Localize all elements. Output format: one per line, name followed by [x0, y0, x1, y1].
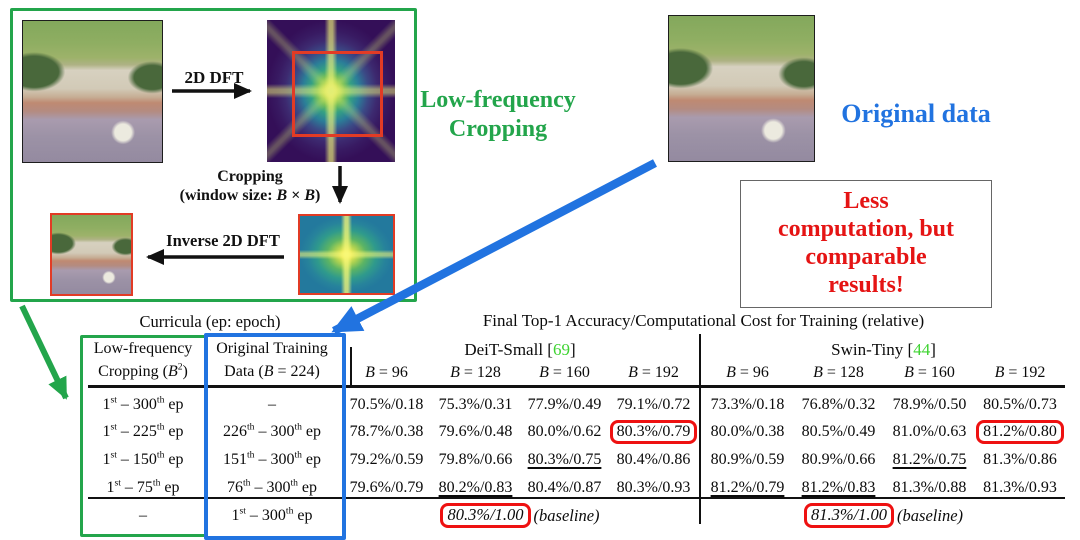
- input-image: [22, 20, 163, 163]
- callout-line1: Less: [843, 188, 889, 214]
- result-cell: 80.4%/0.87: [527, 479, 602, 496]
- table-header-separator: [350, 347, 352, 385]
- result-cell: 75.3%/0.31: [438, 396, 513, 413]
- original-data-label: Original data: [841, 99, 991, 128]
- result-cell: 81.3%/0.93: [983, 479, 1057, 496]
- result-cell: 79.1%/0.72: [616, 396, 691, 413]
- green-flow-arrow: [19, 304, 69, 400]
- result-cell: 78.7%/0.38: [349, 423, 424, 440]
- output-image: [50, 213, 133, 296]
- swin-baseline: 81.3%/1.00 (baseline): [702, 500, 1065, 531]
- result-cell: 81.2%/0.79: [710, 479, 785, 496]
- b-label: B = 128: [813, 364, 864, 381]
- table-row: 1st – 300th ep – 70.5%/0.18 75.3%/0.31 7…: [0, 391, 1080, 418]
- b-label: B = 160: [539, 364, 590, 381]
- result-cell: 77.9%/0.49: [527, 396, 602, 413]
- callout-line4: results!: [828, 272, 904, 298]
- result-cell: 73.3%/0.18: [710, 396, 785, 413]
- table-row: 1st – 150th ep 151th – 300th ep 79.2%/0.…: [0, 446, 1080, 473]
- callout-box: Less computation, but comparable results…: [740, 180, 992, 308]
- original-image: [668, 15, 815, 162]
- result-cell: 81.3%/0.88: [892, 479, 967, 496]
- deit-baseline: 80.3%/1.00 (baseline): [342, 500, 698, 531]
- cropping-label: Cropping (window size: B × B): [158, 167, 342, 205]
- table-rule-baseline: [88, 497, 1065, 499]
- result-cell: 81.3%/0.86: [983, 451, 1057, 468]
- swin-header: Swin-Tiny [44]: [831, 340, 936, 359]
- result-cell: 80.5%/0.49: [801, 423, 876, 440]
- baseline-suffix: (baseline): [533, 505, 600, 525]
- table-row: 1st – 75th ep 76th – 300th ep 79.6%/0.79…: [0, 474, 1080, 501]
- b-label: B = 128: [450, 364, 501, 381]
- result-cell: 78.9%/0.50: [892, 396, 967, 413]
- b-label: B = 96: [726, 364, 769, 381]
- lowfreq-crop-window: [292, 51, 383, 137]
- baseline-row: – 1st – 300th ep: [0, 500, 1080, 531]
- result-cell: 79.2%/0.59: [349, 451, 424, 468]
- lf-epochs-cell: 1st – 75th ep: [106, 477, 180, 496]
- result-cell: 81.0%/0.63: [892, 423, 967, 440]
- lf-epochs-cell: 1st – 150th ep: [102, 449, 184, 468]
- deit-header: DeiT-Small [69]: [464, 340, 576, 359]
- result-cell: 79.6%/0.79: [349, 479, 424, 496]
- cropping-label-line2: (window size: B × B): [179, 187, 321, 204]
- lowfreq-title-line2: Cropping: [448, 116, 548, 142]
- lf-epochs-cell: 1st – 300th ep: [102, 394, 184, 413]
- orig-column-header: Original Training Data (B = 224): [216, 340, 328, 380]
- result-cell: 79.8%/0.66: [438, 451, 513, 468]
- column-highlight-blue: [204, 333, 346, 540]
- baseline-value: 81.3%/1.00: [803, 503, 895, 528]
- lf-epochs-cell: 1st – 225th ep: [102, 421, 184, 440]
- b-label: B = 96: [365, 364, 408, 381]
- b-label: B = 192: [628, 364, 679, 381]
- callout-line2: computation, but: [777, 216, 955, 242]
- lowfreq-cropping-title: Low-frequency Cropping: [418, 86, 578, 144]
- column-highlight-green: [80, 335, 207, 537]
- table-rule-top: [88, 385, 1065, 388]
- inverse-dft-label: Inverse 2D DFT: [166, 231, 280, 250]
- table-row: 1st – 225th ep 226th – 300th ep 78.7%/0.…: [0, 418, 1080, 445]
- result-cell-highlighted: 80.3%/0.79: [609, 418, 698, 445]
- result-cell: 80.2%/0.83: [438, 479, 513, 496]
- result-cell: 80.9%/0.59: [710, 451, 785, 468]
- result-cell: 80.4%/0.86: [616, 451, 691, 468]
- result-cell: 80.3%/0.93: [616, 479, 691, 496]
- highlight-box: 81.2%/0.80: [976, 420, 1064, 444]
- model-section-divider: [699, 334, 701, 524]
- orig-epochs-cell: 1st – 300th ep: [231, 505, 313, 524]
- orig-epochs-cell: –: [268, 396, 276, 413]
- baseline-suffix: (baseline): [897, 505, 964, 525]
- results-header: Final Top-1 Accuracy/Computational Cost …: [482, 311, 925, 330]
- orig-epochs-cell: 76th – 300th ep: [226, 477, 318, 496]
- lowfreq-title-line1: Low-frequency: [420, 87, 576, 113]
- callout-line3: comparable: [805, 244, 927, 270]
- result-cell: 81.2%/0.83: [801, 479, 876, 496]
- baseline-value: 80.3%/1.00: [440, 503, 531, 528]
- cropping-label-line1: Cropping: [217, 168, 283, 185]
- lf-column-header: Low-frequency Cropping (B2): [93, 340, 193, 380]
- b-label: B = 192: [994, 364, 1046, 381]
- dft-arrow-label: 2D DFT: [184, 68, 244, 87]
- cropped-spectrum: [298, 214, 395, 295]
- result-cell-highlighted: 81.2%/0.80: [975, 418, 1065, 445]
- result-cell: 80.0%/0.62: [527, 423, 602, 440]
- result-cell: 76.8%/0.32: [801, 396, 876, 413]
- orig-epochs-cell: 151th – 300th ep: [222, 449, 322, 468]
- lf-epochs-cell: –: [139, 507, 147, 524]
- orig-epochs-cell: 226th – 300th ep: [222, 421, 322, 440]
- result-cell: 80.5%/0.73: [983, 396, 1057, 413]
- b-label: B = 160: [904, 364, 955, 381]
- result-cell: 70.5%/0.18: [349, 396, 424, 413]
- result-cell: 80.3%/0.75: [527, 451, 602, 468]
- curricula-header: Curricula (ep: epoch): [139, 312, 281, 331]
- result-cell: 80.9%/0.66: [801, 451, 876, 468]
- result-cell: 79.6%/0.48: [438, 423, 513, 440]
- result-cell: 80.0%/0.38: [710, 423, 785, 440]
- frequency-spectrum: [267, 20, 395, 162]
- highlight-box: 80.3%/0.79: [609, 420, 698, 444]
- result-cell: 81.2%/0.75: [892, 451, 967, 468]
